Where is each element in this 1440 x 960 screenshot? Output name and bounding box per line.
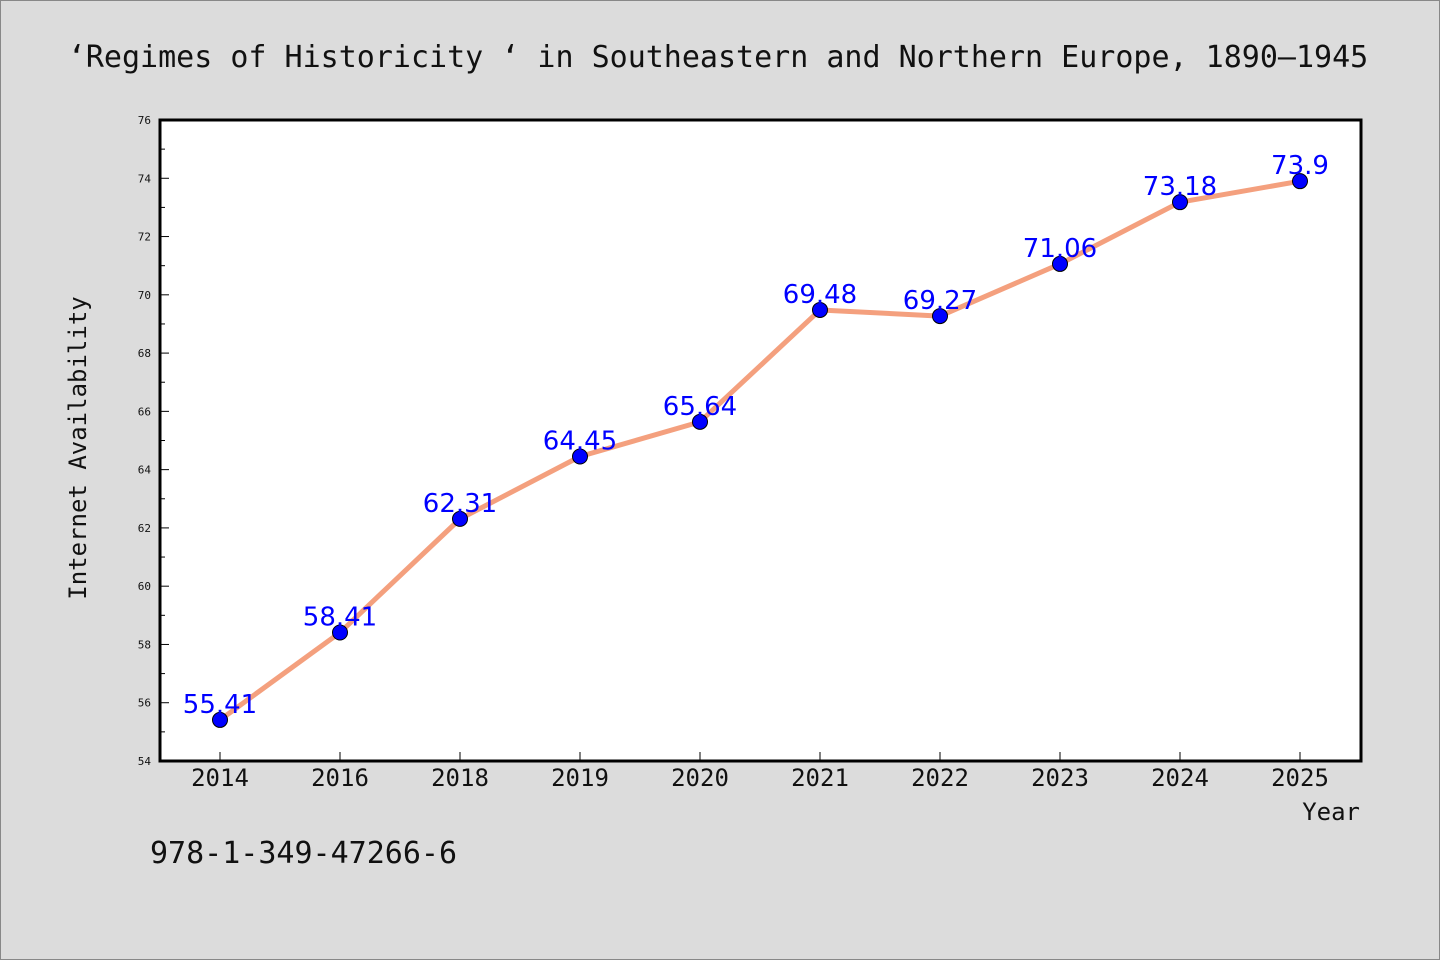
x-tick-label: 2022 bbox=[911, 764, 969, 792]
y-tick-label: 58 bbox=[138, 638, 151, 651]
x-tick-label: 2023 bbox=[1031, 764, 1089, 792]
series-line bbox=[217, 178, 1303, 723]
x-tick-label: 2019 bbox=[551, 764, 609, 792]
y-tick-label: 56 bbox=[138, 697, 151, 710]
data-point bbox=[1172, 194, 1188, 211]
data-point bbox=[1292, 173, 1308, 190]
data-label: 55.41 bbox=[183, 690, 257, 720]
x-axis-label: Year bbox=[1302, 798, 1360, 826]
y-tick-label: 54 bbox=[138, 755, 152, 768]
data-point bbox=[692, 413, 708, 430]
data-point bbox=[332, 624, 348, 641]
data-label: 71.06 bbox=[1023, 234, 1097, 264]
y-tick-label: 62 bbox=[138, 522, 151, 535]
data-label: 58.41 bbox=[303, 603, 377, 633]
y-axis-label: Internet Availability bbox=[64, 296, 92, 599]
data-label: 62.31 bbox=[423, 489, 497, 519]
data-label: 73.9 bbox=[1271, 151, 1329, 181]
data-point bbox=[572, 448, 588, 465]
y-tick-label: 76 bbox=[138, 114, 151, 127]
x-tick-label: 2025 bbox=[1271, 764, 1329, 792]
data-label: 73.18 bbox=[1143, 172, 1217, 202]
y-axis: 54 56 58 60 62 64 66 68 70 72 74 76 bbox=[138, 114, 169, 768]
data-point bbox=[212, 711, 228, 728]
data-point bbox=[932, 308, 948, 325]
y-tick-label: 74 bbox=[138, 172, 152, 185]
series-layer: 55.41 58.41 62.31 64.45 65.64 69.48 69.27 71.06… bbox=[183, 151, 1329, 728]
x-tick-label: 2020 bbox=[671, 764, 729, 792]
y-tick-label: 66 bbox=[138, 405, 151, 418]
y-tick-label: 68 bbox=[138, 347, 151, 360]
y-tick-label: 64 bbox=[138, 464, 152, 477]
x-tick-label: 2016 bbox=[311, 764, 369, 792]
plot-area bbox=[158, 118, 1363, 763]
y-tick-label: 60 bbox=[138, 580, 151, 593]
x-tick-label: 2021 bbox=[791, 764, 849, 792]
x-tick-label: 2014 bbox=[191, 764, 249, 792]
isbn-text: 978-1-349-47266-6 bbox=[150, 836, 457, 871]
y-tick-label: 70 bbox=[138, 289, 151, 302]
x-tick-label: 2024 bbox=[1151, 764, 1209, 792]
data-point bbox=[452, 510, 468, 527]
x-tick-label: 2018 bbox=[431, 764, 489, 792]
data-label: 69.27 bbox=[903, 286, 977, 316]
data-point bbox=[812, 301, 828, 318]
y-tick-label: 72 bbox=[138, 231, 151, 244]
data-label: 69.48 bbox=[783, 280, 857, 310]
data-label: 65.64 bbox=[663, 392, 737, 422]
data-label: 64.45 bbox=[543, 427, 617, 457]
data-point bbox=[1052, 255, 1068, 272]
chart-title: ‘Regimes of Historicity ‘ in Southeaster… bbox=[68, 40, 1368, 75]
x-axis: 2014 2016 2018 2019 2020 2021 2022 2023 2024 2025 bbox=[191, 752, 1329, 792]
